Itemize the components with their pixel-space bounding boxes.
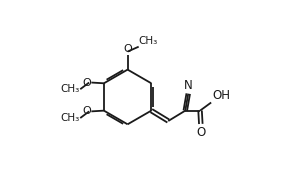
Text: N: N [184,79,193,92]
Text: OH: OH [212,89,230,102]
Text: CH₃: CH₃ [60,113,80,123]
Text: O: O [82,78,91,88]
Text: O: O [123,44,132,54]
Text: CH₃: CH₃ [60,84,80,94]
Text: CH₃: CH₃ [139,36,158,46]
Text: O: O [82,106,91,116]
Text: O: O [196,126,205,139]
